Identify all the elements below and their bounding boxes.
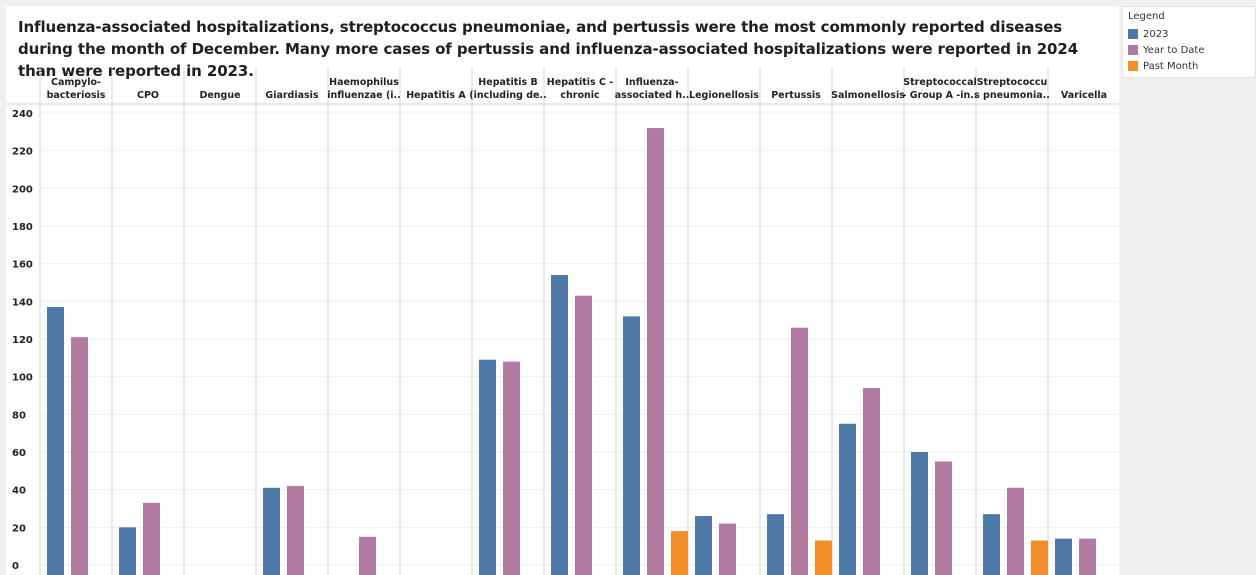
bar-2023 (263, 487, 280, 575)
legend-label-past-month: Past Month (1143, 60, 1199, 72)
bar-2023 (623, 316, 640, 575)
category-label: chronic (560, 90, 599, 101)
y-tick-label: 220 (12, 147, 33, 158)
bar-2023 (695, 516, 712, 575)
bar-year-to-date (719, 523, 736, 575)
category-label: associated h.. (615, 90, 690, 101)
category-label: Streptococcal (903, 77, 976, 88)
legend-item-2023[interactable]: 2023 (1128, 27, 1168, 41)
bar-chart: 0 20 40 60 80 100 120 140 160 180 200 220 240 Campylo… (6, 68, 1119, 575)
legend-label-2023: 2023 (1143, 28, 1169, 40)
category-label: Giardiasis (265, 90, 319, 101)
bar-year-to-date (791, 327, 808, 575)
y-tick-label: 0 (12, 561, 19, 572)
y-tick-label: 180 (12, 222, 33, 233)
bar-year-to-date (647, 128, 664, 575)
bar-past-month (671, 531, 688, 575)
bar-2023 (119, 527, 136, 575)
legend-item-year-to-date[interactable]: Year to Date (1128, 43, 1204, 57)
bar-2023 (839, 423, 856, 575)
bar-year-to-date (503, 361, 520, 575)
category-label: Varicella (1061, 90, 1107, 101)
y-tick-label: 20 (12, 523, 26, 534)
bar-2023 (983, 514, 1000, 575)
bar-2023 (47, 306, 64, 575)
legend-swatch-year-to-date (1128, 45, 1138, 55)
bar-year-to-date (575, 295, 592, 575)
category-label: - Group A -in.. (903, 90, 978, 101)
legend-label-year-to-date: Year to Date (1143, 44, 1205, 56)
y-tick-label: 240 (12, 109, 33, 120)
y-tick-label: 140 (12, 297, 33, 308)
y-tick-label: 60 (12, 448, 26, 459)
bar-year-to-date (287, 485, 304, 575)
sidebar-background (1122, 80, 1256, 575)
category-label: Hepatitis C - (547, 77, 613, 88)
legend-item-past-month[interactable]: Past Month (1128, 59, 1198, 73)
bar-year-to-date (1007, 487, 1024, 575)
category-label: CPO (137, 90, 159, 101)
category-label: Pertussis (771, 90, 821, 101)
category-label: Legionellosis (689, 90, 759, 101)
category-label: Haemophilus (329, 77, 399, 88)
category-label: bacteriosis (47, 90, 106, 101)
legend: Legend 2023 Year to Date Past Month (1122, 6, 1256, 78)
category-label: Hepatitis B (478, 77, 537, 88)
legend-swatch-2023 (1128, 29, 1138, 39)
y-tick-label: 40 (12, 486, 26, 497)
y-tick-label: 160 (12, 260, 33, 271)
bar-year-to-date (1079, 538, 1096, 575)
chart-title: Influenza-associated hospitalizations, s… (18, 18, 1079, 80)
category-label: Dengue (199, 90, 240, 101)
bar-2023 (551, 274, 568, 575)
chart-panel: Influenza-associated hospitalizations, s… (6, 6, 1119, 575)
bar-year-to-date (935, 461, 952, 575)
bar-2023 (479, 359, 496, 575)
bar-year-to-date (71, 337, 88, 575)
bar-2023 (911, 452, 928, 575)
category-label: (including de.. (469, 90, 546, 101)
category-label: Salmonellosis (831, 90, 905, 101)
bar-2023 (767, 514, 784, 575)
bar-year-to-date (359, 536, 376, 575)
bar-past-month (815, 540, 832, 575)
legend-swatch-past-month (1128, 61, 1138, 71)
y-tick-label: 80 (12, 410, 26, 421)
category-label: Streptococcu (977, 77, 1048, 88)
legend-title: Legend (1128, 11, 1165, 22)
y-tick-label: 200 (12, 184, 33, 195)
y-tick-label: 100 (12, 373, 33, 384)
category-label: Influenza- (625, 77, 678, 88)
bar-year-to-date (863, 387, 880, 575)
category-label: s pneumonia.. (974, 90, 1050, 101)
category-label: Campylo- (51, 77, 101, 88)
bar-2023 (1055, 538, 1072, 575)
category-label: Hepatitis A (406, 90, 466, 101)
bar-year-to-date (143, 502, 160, 575)
y-tick-label: 120 (12, 335, 33, 346)
category-label: influenzae (i.. (327, 90, 401, 101)
bar-past-month (1031, 540, 1048, 575)
